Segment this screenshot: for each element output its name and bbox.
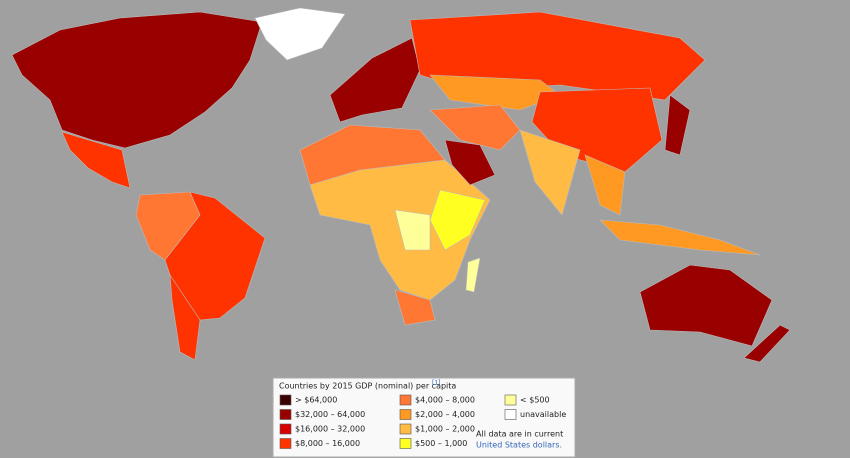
south-africa — [394, 289, 436, 326]
legend-label: $16,000 – 32,000 — [295, 425, 365, 434]
australia — [639, 264, 773, 347]
legend-swatch — [399, 409, 412, 420]
middle-east — [429, 104, 521, 151]
legend-title: Countries by 2015 GDP (nominal) per capi… — [279, 382, 456, 391]
new-zealand — [743, 324, 791, 363]
india — [519, 129, 581, 216]
legend-label: $32,000 – 64,000 — [295, 410, 365, 419]
legend-label: unavailable — [520, 410, 566, 419]
legend-note: All data are in current — [476, 430, 563, 439]
japan — [664, 94, 691, 156]
legend-label: $500 – 1,000 — [415, 439, 467, 448]
legend-swatch — [399, 423, 412, 435]
legend-swatch — [504, 394, 517, 406]
footnote-link[interactable]: [1] — [432, 380, 441, 387]
southeast-asia — [584, 154, 626, 216]
saudi-arabia — [444, 139, 496, 186]
legend-swatch — [279, 423, 292, 435]
legend-swatch — [504, 409, 517, 420]
congo — [394, 209, 431, 251]
legend-label: $4,000 – 8,000 — [415, 396, 475, 405]
legend-label: $8,000 – 16,000 — [295, 439, 360, 448]
legend-swatch — [399, 438, 412, 449]
east-africa — [429, 189, 486, 251]
legend-label: $2,000 – 4,000 — [415, 410, 475, 419]
legend-swatch — [279, 394, 292, 406]
legend-box — [272, 377, 576, 458]
indonesia — [599, 219, 761, 256]
legend-note-link[interactable]: United States dollars. — [476, 441, 562, 450]
legend-swatch — [279, 409, 292, 420]
legend-swatch — [279, 438, 292, 449]
legend-swatch — [399, 394, 412, 406]
legend-label: < $500 — [520, 396, 550, 405]
greenland — [254, 7, 346, 61]
mexico — [61, 131, 131, 189]
europe — [329, 37, 421, 123]
argentina — [169, 273, 201, 361]
madagascar — [465, 257, 481, 293]
legend-label: $1,000 – 2,000 — [415, 425, 475, 434]
north-america — [11, 11, 263, 149]
legend-label: > $64,000 — [295, 396, 337, 405]
